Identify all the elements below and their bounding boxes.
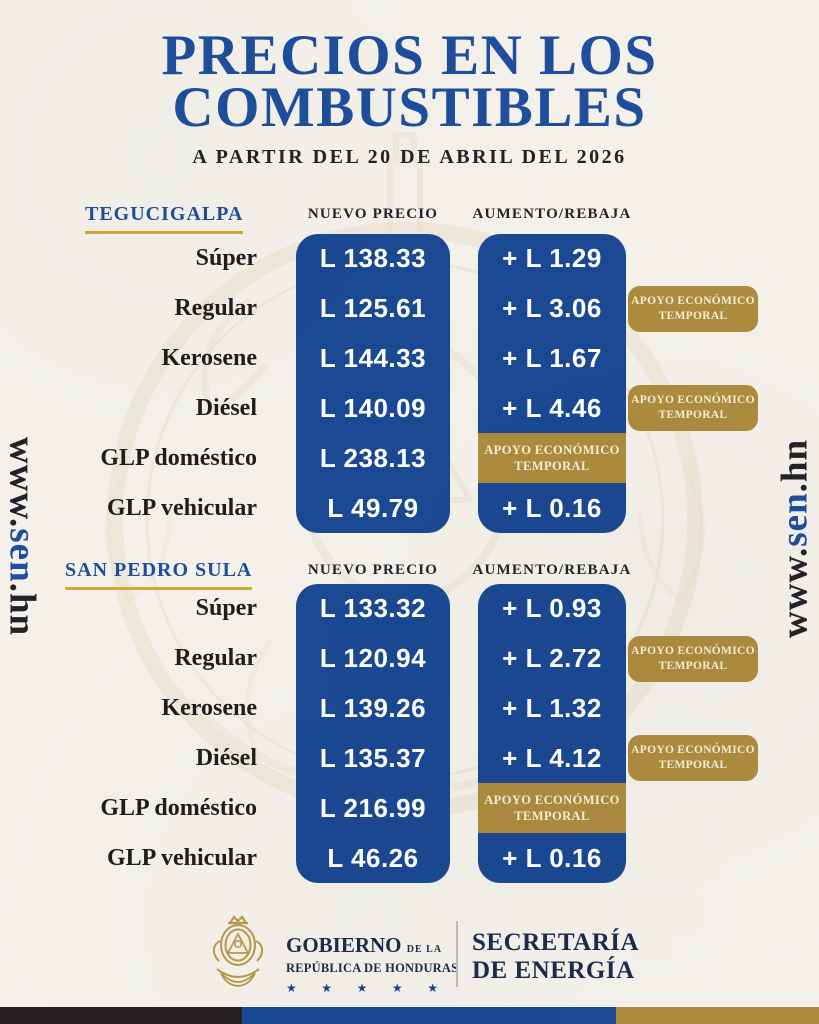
change-value: + L 0.16 (502, 842, 602, 873)
new-price-value: L 135.37 (319, 742, 427, 773)
fuel-label: Diésel (195, 744, 257, 771)
fuel-label: Regular (174, 645, 257, 672)
title-line-1: PRECIOS EN LOS (161, 24, 658, 87)
change-value: + L 1.29 (502, 243, 602, 274)
new-price-box: L 138.33 L 125.61 L 144.33 L 140.09 L 238.13… (296, 234, 450, 533)
bottom-bar-gold (616, 1007, 819, 1024)
bottom-bar-blue (242, 1007, 616, 1024)
star-icon: ★ (321, 981, 333, 995)
new-price-value: L 144.33 (319, 343, 427, 374)
badge-line-2: TEMPORAL (658, 659, 728, 672)
new-price-value: L 139.26 (319, 693, 427, 724)
fuel-labels-column: Súper Regular Kerosene Diésel GLP doméstico G… (0, 234, 265, 533)
secretaria-block: SECRETARÍA DE ENERGÍA (472, 929, 639, 985)
fuel-label: Súper (195, 595, 257, 622)
badge-line-2: TEMPORAL (658, 409, 728, 422)
fuel-label: Kerosene (161, 695, 257, 722)
apoyo-economico-badge: APOYO ECONÓMICO TEMPORAL (628, 635, 758, 682)
apoyo-economico-band: APOYO ECONÓMICO TEMPORAL (478, 783, 626, 834)
gobierno-word: GOBIERNO (286, 933, 402, 957)
change-value: + L 4.12 (502, 742, 602, 773)
secretaria-line-2: DE ENERGÍA (472, 957, 635, 984)
new-price-value: L 138.33 (319, 243, 427, 274)
star-icon: ★ (356, 981, 368, 995)
badge-line-1: APOYO ECONÓMICO (631, 394, 755, 407)
footer-divider (456, 921, 458, 987)
new-price-box: L 133.32 L 120.94 L 139.26 L 135.37 L 216.99… (296, 584, 450, 883)
band-line-1: APOYO ECONÓMICO (484, 442, 620, 457)
change-box: + L 0.93 + L 2.72 + L 1.32 + L 4.12 APOYO EC… (478, 584, 626, 883)
new-price-value: L 140.09 (319, 392, 427, 423)
tegucigalpa-section: TEGUCIGALPA NUEVO PRECIO AUMENTO/REBAJA … (0, 203, 819, 548)
band-line-2: TEMPORAL (514, 459, 590, 474)
bottom-bar-black (0, 1007, 242, 1024)
change-value: + L 1.32 (502, 693, 602, 724)
new-price-value: L 216.99 (319, 792, 427, 823)
star-icon: ★ (286, 981, 297, 995)
city-label-san-pedro-sula: SAN PEDRO SULA (65, 559, 253, 590)
gobierno-title: GOBIERNO DE LA (286, 935, 448, 960)
change-value: + L 4.46 (502, 392, 602, 423)
column-header-new-price: NUEVO PRECIO (307, 562, 439, 578)
badge-line-1: APOYO ECONÓMICO (631, 744, 755, 757)
de-la-word: DE LA (406, 944, 443, 955)
new-price-value: L 49.79 (327, 492, 419, 523)
new-price-value: L 238.13 (319, 442, 427, 473)
new-price-value: L 133.32 (319, 593, 427, 624)
badge-line-1: APOYO ECONÓMICO (631, 294, 755, 307)
change-value: + L 0.93 (502, 593, 602, 624)
fuel-label: Regular (174, 295, 257, 322)
honduras-coat-of-arms-icon (212, 915, 264, 987)
san-pedro-sula-section: SAN PEDRO SULA NUEVO PRECIO AUMENTO/REBA… (0, 559, 819, 904)
apoyo-economico-badge: APOYO ECONÓMICO TEMPORAL (628, 735, 758, 782)
fuel-label: GLP doméstico (100, 444, 257, 471)
fuel-label: Kerosene (161, 345, 257, 372)
new-price-value: L 46.26 (327, 842, 419, 873)
column-header-new-price: NUEVO PRECIO (307, 206, 439, 222)
fuel-label: GLP doméstico (100, 794, 257, 821)
band-line-2: TEMPORAL (514, 809, 590, 824)
new-price-value: L 125.61 (319, 293, 427, 324)
fuel-label: GLP vehicular (107, 844, 257, 871)
title-line-2: COMBUSTIBLES (172, 76, 647, 139)
fuel-labels-column: Súper Regular Kerosene Diésel GLP doméstico G… (0, 584, 265, 883)
fuel-label: Diésel (195, 394, 257, 421)
fuel-label: GLP vehicular (107, 494, 257, 521)
star-icon: ★ (427, 981, 438, 995)
apoyo-economico-badge: APOYO ECONÓMICO TEMPORAL (628, 385, 758, 432)
change-value: + L 2.72 (502, 643, 602, 674)
city-label-tegucigalpa: TEGUCIGALPA (85, 203, 244, 234)
band-line-1: APOYO ECONÓMICO (484, 792, 620, 807)
effective-date-subtitle: A PARTIR DEL 20 DE ABRIL DEL 2026 (192, 146, 627, 168)
stars-row: ★ ★ ★ ★ ★ (286, 981, 438, 996)
star-icon: ★ (391, 981, 403, 995)
badge-line-2: TEMPORAL (658, 759, 728, 772)
fuel-label: Súper (195, 245, 257, 272)
apoyo-economico-badge: APOYO ECONÓMICO TEMPORAL (628, 285, 758, 332)
page-title: PRECIOS EN LOS COMBUSTIBLES (0, 27, 819, 136)
column-header-change: AUMENTO/REBAJA (472, 206, 632, 222)
column-header-change: AUMENTO/REBAJA (472, 562, 632, 578)
badge-line-1: APOYO ECONÓMICO (631, 644, 755, 657)
apoyo-economico-band: APOYO ECONÓMICO TEMPORAL (478, 433, 626, 484)
new-price-value: L 120.94 (319, 643, 427, 674)
secretaria-line-1: SECRETARÍA (472, 929, 640, 956)
republica-line: REPÚBLICA DE HONDURAS (286, 961, 459, 975)
gobierno-block: GOBIERNO DE LA REPÚBLICA DE HONDURAS ★ ★ ★… (286, 935, 459, 996)
badge-line-2: TEMPORAL (658, 309, 728, 322)
change-value: + L 0.16 (502, 492, 602, 523)
change-value: + L 1.67 (502, 343, 602, 374)
change-box: + L 1.29 + L 3.06 + L 1.67 + L 4.46 APOYO EC… (478, 234, 626, 533)
change-value: + L 3.06 (502, 293, 602, 324)
footer: GOBIERNO DE LA REPÚBLICA DE HONDURAS ★ ★ ★… (0, 905, 819, 1005)
